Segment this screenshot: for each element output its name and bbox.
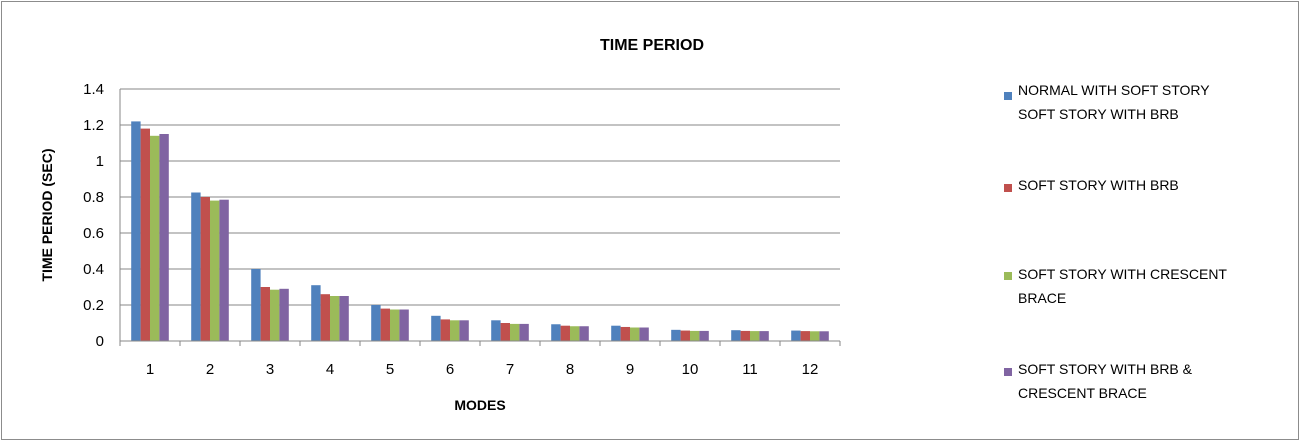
bar (311, 285, 321, 341)
x-tick-label: 5 (386, 361, 394, 378)
bar (159, 134, 169, 341)
bar (759, 331, 769, 341)
bar (740, 330, 750, 341)
bar (330, 296, 340, 341)
y-tick-label: 1.2 (83, 117, 104, 134)
bar (431, 315, 441, 341)
legend-swatch (1004, 272, 1012, 280)
y-tick-label: 0.8 (83, 189, 104, 206)
bar (371, 305, 381, 341)
x-tick-label: 1 (146, 361, 154, 378)
x-axis-title: MODES (454, 397, 505, 413)
y-tick-label: 0.4 (83, 261, 104, 278)
bar (819, 331, 829, 341)
legend-label: SOFT STORY WITH BRB (1018, 177, 1179, 193)
bar (200, 197, 210, 341)
bar (191, 192, 201, 341)
legend-swatch (1004, 368, 1012, 376)
x-tick-label: 2 (206, 361, 214, 378)
bar (519, 323, 529, 341)
axes (119, 89, 841, 346)
legend-label: SOFT STORY WITH BRB (1018, 106, 1179, 122)
bar (500, 323, 510, 341)
bar (731, 330, 741, 341)
bar (279, 288, 289, 341)
y-tick-label: 0 (96, 333, 104, 350)
legend-label: NORMAL WITH SOFT STORY (1018, 82, 1210, 98)
bar (620, 326, 630, 341)
bar (611, 325, 621, 341)
y-tick-label: 0.2 (83, 297, 104, 314)
bar (270, 289, 280, 341)
legend-label: SOFT STORY WITH BRB & (1018, 361, 1193, 377)
legend: NORMAL WITH SOFT STORY SOFT STORY WITH BR… (1004, 82, 1227, 401)
legend-label: SOFT STORY WITH CRESCENT (1018, 266, 1227, 282)
legend-item: SOFT STORY WITH BRB (1004, 177, 1179, 193)
bar (570, 326, 580, 341)
x-tick-label: 9 (626, 361, 634, 378)
y-tick-label: 1 (96, 153, 104, 170)
legend-label: CRESCENT BRACE (1018, 385, 1147, 401)
bar (339, 296, 349, 341)
y-axis-title: TIME PERIOD (SEC) (39, 148, 55, 281)
bar (551, 324, 561, 341)
bar (140, 128, 150, 341)
legend-label: BRACE (1018, 290, 1066, 306)
bar (510, 323, 520, 341)
x-tick-label: 4 (326, 361, 334, 378)
bar (579, 326, 589, 341)
bar (791, 330, 801, 341)
bar (690, 330, 700, 341)
chart-title: TIME PERIOD (600, 37, 704, 54)
bar (810, 331, 820, 341)
bar (399, 309, 409, 341)
gridlines (120, 88, 840, 306)
bar (219, 199, 229, 341)
y-tick-labels: 0 0.2 0.4 0.6 0.8 1 1.2 1.4 (83, 81, 104, 350)
bar (459, 320, 469, 341)
bar (260, 287, 270, 341)
y-tick-label: 1.4 (83, 81, 104, 98)
bar (491, 320, 501, 341)
x-tick-label: 6 (446, 361, 454, 378)
bar (251, 269, 261, 341)
bar (630, 327, 640, 341)
x-tick-label: 3 (266, 361, 274, 378)
bars (131, 121, 829, 342)
legend-item: SOFT STORY WITH BRB & CRESCENT BRACE (1004, 361, 1193, 401)
legend-swatch (1004, 92, 1012, 100)
x-tick-label: 12 (802, 361, 819, 378)
bar (390, 309, 400, 341)
bar (671, 329, 681, 341)
bar (750, 331, 760, 341)
x-tick-labels: 1 2 3 4 5 6 7 8 9 10 11 12 (146, 361, 819, 378)
bar (450, 320, 460, 341)
x-tick-label: 8 (566, 361, 574, 378)
legend-item: SOFT STORY WITH CRESCENT BRACE (1004, 266, 1227, 306)
x-tick-label: 7 (506, 361, 514, 378)
legend-swatch (1004, 184, 1012, 192)
legend-item: NORMAL WITH SOFT STORY SOFT STORY WITH BR… (1004, 82, 1210, 122)
bar (320, 294, 330, 341)
bar (380, 308, 390, 341)
bar (800, 331, 810, 341)
bar (131, 121, 141, 342)
bar (150, 135, 160, 341)
y-tick-label: 0.6 (83, 225, 104, 242)
bar (639, 327, 649, 341)
bar (560, 325, 570, 341)
bar (680, 330, 690, 341)
bar (210, 200, 220, 341)
x-tick-label: 11 (742, 361, 758, 378)
bar (699, 330, 709, 341)
x-tick-label: 10 (682, 361, 699, 378)
bar (440, 319, 450, 341)
